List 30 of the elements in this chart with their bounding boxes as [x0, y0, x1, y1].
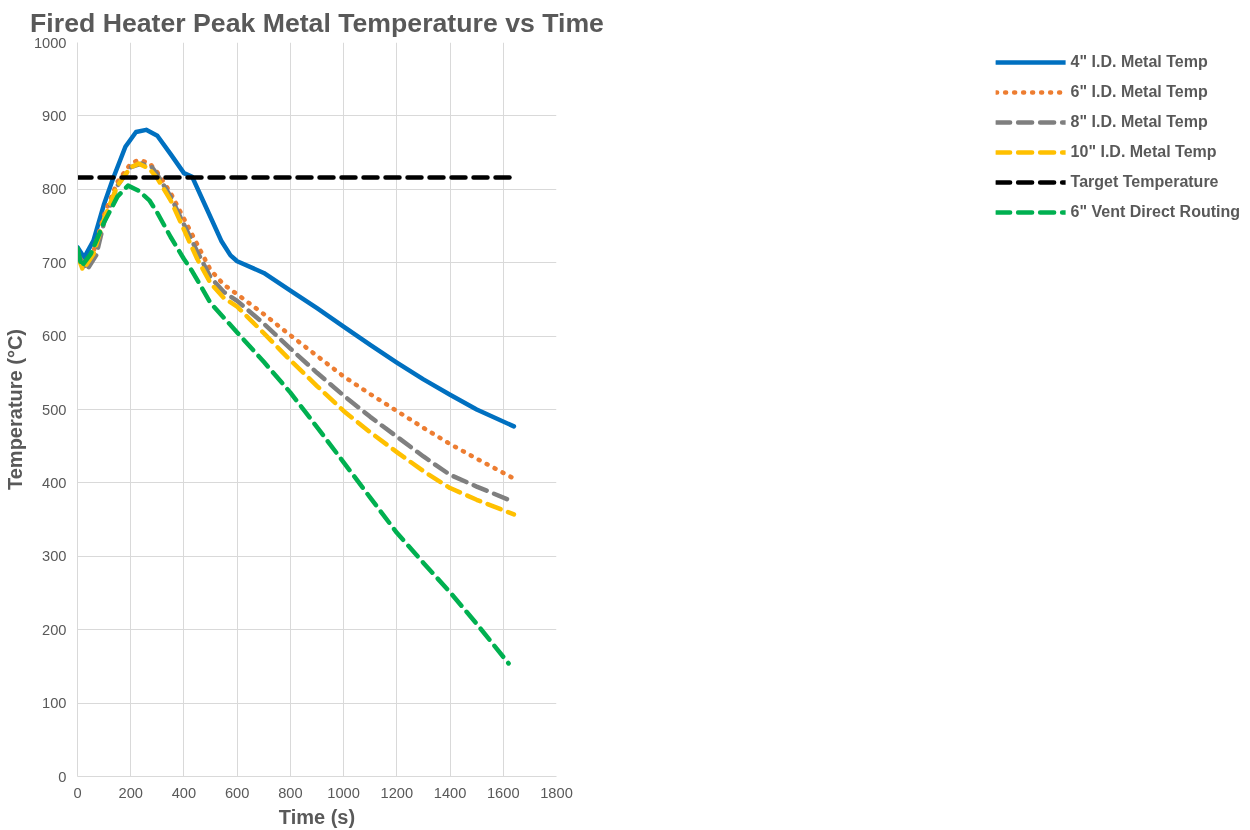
legend-label: 6" I.D. Metal Temp: [1070, 83, 1208, 101]
y-tick-label: 500: [42, 401, 67, 418]
y-tick-label: 400: [42, 474, 67, 491]
legend-label: 4" I.D. Metal Temp: [1070, 53, 1208, 71]
x-tick-label: 1400: [433, 784, 467, 801]
y-tick-label: 600: [42, 328, 67, 345]
x-tick-label: 0: [73, 784, 82, 801]
line-series: [77, 183, 511, 666]
x-tick-label: 600: [224, 784, 250, 801]
y-axis-title: Temperature (°C): [3, 328, 26, 490]
legend-label: Target Temperature: [1070, 173, 1219, 191]
x-tick-label: 200: [118, 784, 143, 801]
line-series: [77, 127, 517, 429]
legend-label: 10" I.D. Metal Temp: [1070, 143, 1217, 161]
x-tick-label: 1200: [380, 784, 414, 801]
y-tick-label: 100: [42, 695, 67, 712]
y-tick-label: 300: [42, 548, 67, 565]
y-tick-label: 0: [58, 768, 67, 785]
y-tick-label: 900: [42, 107, 67, 124]
y-tick-label: 700: [42, 254, 67, 271]
x-tick-label: 800: [278, 784, 303, 801]
legend-label: 6" Vent Direct Routing: [1070, 203, 1240, 221]
x-tick-label: 1600: [486, 784, 520, 801]
legend-label: 8" I.D. Metal Temp: [1070, 113, 1208, 131]
y-tick-label: 200: [42, 621, 67, 638]
x-axis-title: Time (s): [278, 805, 356, 828]
y-tick-label: 800: [42, 181, 67, 198]
x-tick-label: 400: [171, 784, 197, 801]
x-tick-label: 1800: [540, 784, 573, 801]
x-tick-label: 1000: [327, 784, 360, 801]
